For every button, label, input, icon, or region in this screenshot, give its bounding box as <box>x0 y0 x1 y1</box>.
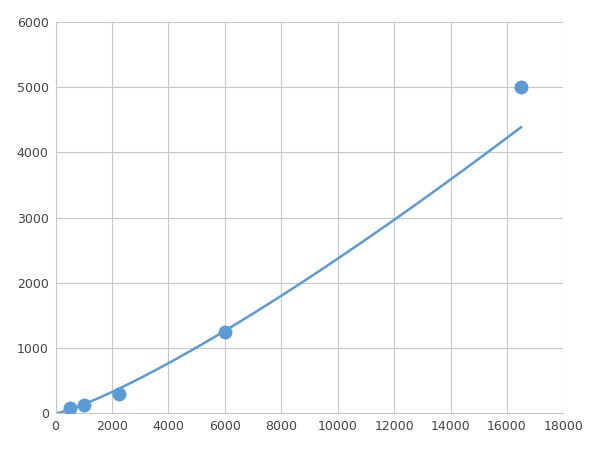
Point <box>114 390 124 397</box>
Point <box>516 83 526 90</box>
Point <box>65 405 74 412</box>
Point <box>79 402 89 409</box>
Point <box>220 328 230 335</box>
